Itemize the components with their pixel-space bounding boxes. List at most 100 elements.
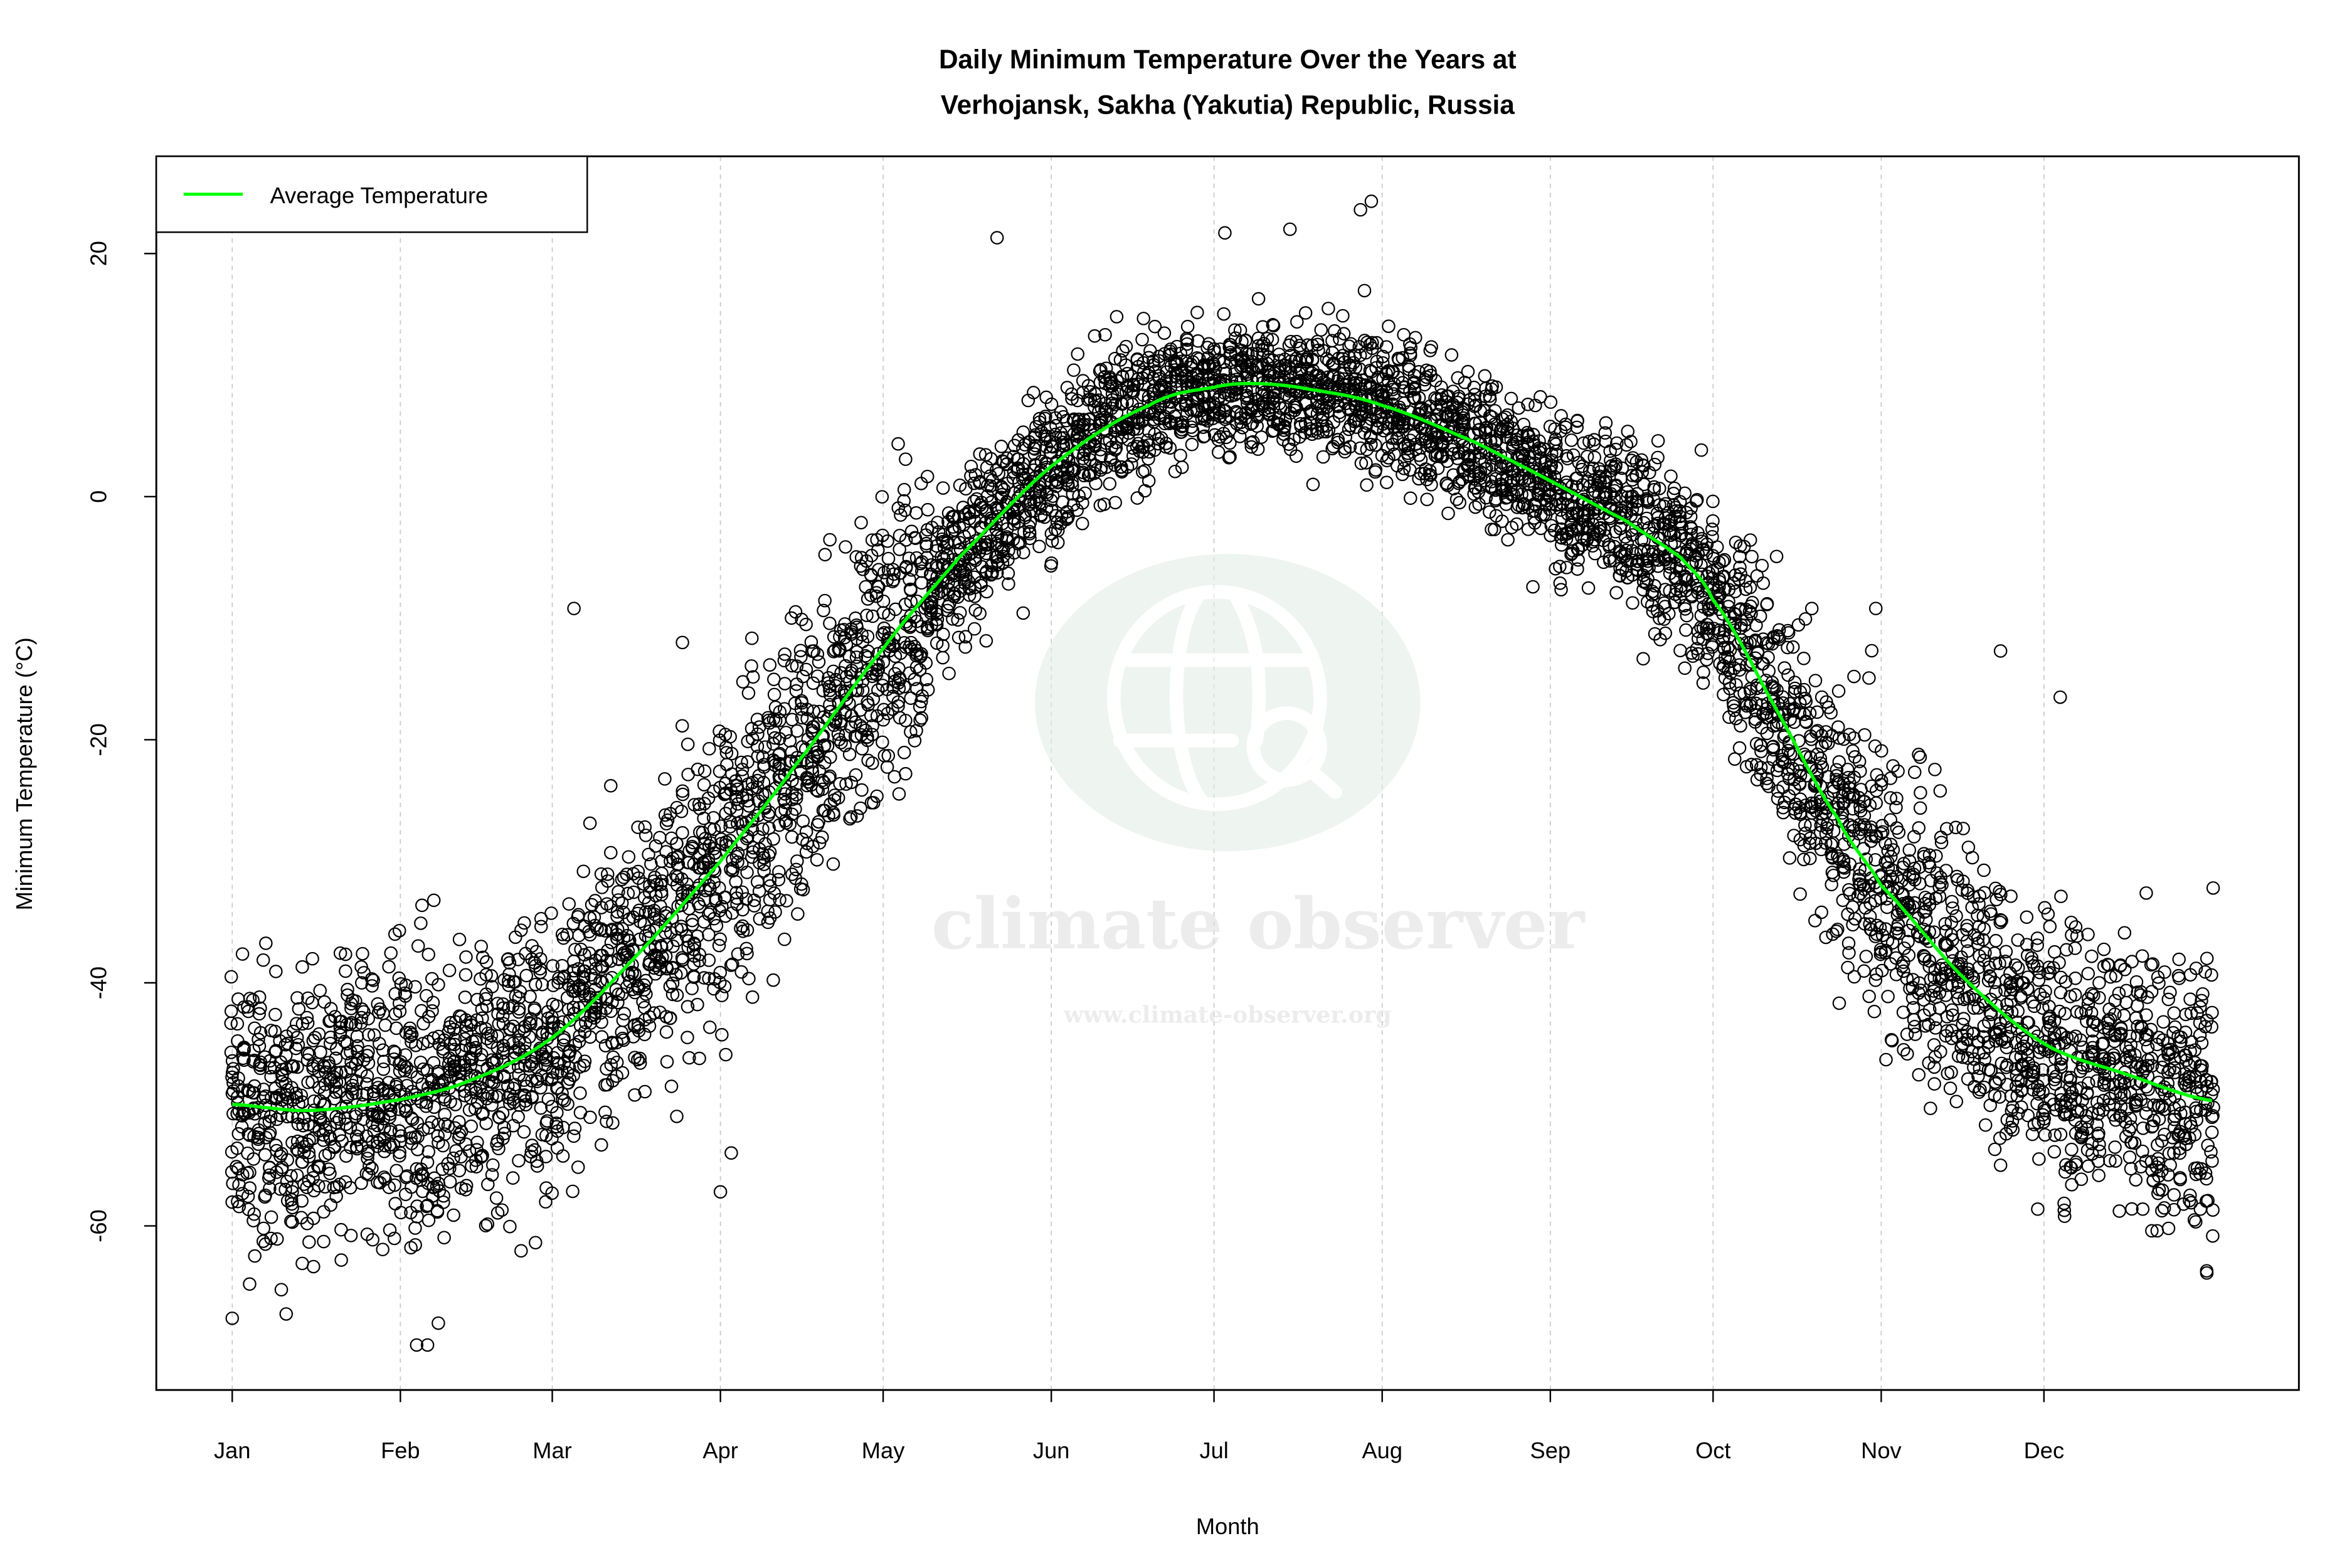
data-point (1831, 923, 1845, 936)
data-point (300, 1046, 315, 1061)
data-point (410, 1199, 424, 1213)
data-point (761, 915, 775, 930)
data-point (1061, 511, 1075, 526)
data-point (363, 1159, 376, 1173)
data-point (1234, 360, 1248, 374)
data-point (1213, 430, 1227, 444)
data-point (1625, 469, 1640, 482)
data-point (404, 1241, 418, 1254)
data-point (443, 1175, 457, 1189)
data-point (844, 810, 858, 824)
data-point (1406, 390, 1421, 405)
data-point (980, 489, 995, 503)
data-point (231, 1127, 246, 1141)
data-point (259, 1131, 273, 1145)
data-point (1277, 423, 1291, 437)
data-point (869, 586, 884, 600)
data-point (393, 1004, 407, 1019)
data-point (1636, 652, 1650, 666)
data-point (877, 702, 891, 717)
data-point (443, 1015, 458, 1030)
data-point (964, 459, 978, 474)
data-point (1591, 478, 1605, 492)
data-point (556, 1149, 570, 1163)
data-point (745, 990, 760, 1004)
data-point (479, 992, 493, 1006)
data-point (752, 884, 766, 898)
data-point (789, 862, 803, 877)
data-point (1332, 409, 1347, 423)
data-point (1485, 410, 1499, 424)
data-point (1814, 905, 1828, 919)
data-point (226, 1177, 240, 1190)
data-point (861, 629, 875, 644)
data-point (557, 1094, 571, 1108)
data-point (522, 1059, 536, 1073)
data-point (1830, 763, 1844, 777)
data-point (305, 951, 319, 966)
data-point (897, 746, 911, 760)
data-point (1281, 437, 1296, 451)
data-point (279, 1048, 293, 1062)
data-point (1662, 607, 1676, 621)
data-point (393, 1149, 406, 1163)
data-point (831, 727, 845, 741)
data-point (628, 1088, 642, 1102)
data-point (702, 741, 716, 756)
data-point (1793, 768, 1808, 783)
data-point (256, 953, 270, 967)
data-point (1499, 451, 1513, 465)
data-point (295, 1256, 309, 1271)
data-point (337, 1034, 352, 1049)
data-point (360, 1069, 374, 1083)
data-point (876, 594, 891, 608)
data-point (1645, 588, 1659, 602)
data-point (1336, 309, 1350, 323)
data-point (973, 607, 987, 620)
data-point (1424, 469, 1438, 482)
data-point (408, 1238, 422, 1252)
data-point (1571, 543, 1586, 556)
data-point (768, 731, 782, 745)
data-point (453, 1058, 467, 1073)
data-point (606, 1116, 620, 1130)
data-point (1803, 851, 1817, 866)
data-point (1696, 676, 1710, 690)
data-point (790, 659, 804, 673)
data-point (1322, 302, 1335, 315)
data-point (1061, 478, 1075, 492)
data-point (761, 849, 776, 862)
data-point (1170, 339, 1184, 354)
data-point (1094, 450, 1108, 464)
data-point (502, 956, 517, 970)
data-point (909, 506, 923, 520)
data-point (723, 729, 737, 744)
data-point (1862, 989, 1876, 1004)
data-point (1862, 671, 1876, 685)
data-point (1337, 327, 1351, 341)
data-point (670, 988, 684, 1002)
data-point (1631, 494, 1645, 508)
data-point (1369, 438, 1382, 452)
data-point (1571, 553, 1585, 567)
data-point (557, 1056, 571, 1071)
data-point (1521, 398, 1535, 411)
data-point (953, 606, 967, 620)
data-point (388, 927, 402, 941)
data-point (409, 1038, 423, 1052)
data-point (243, 1181, 257, 1195)
data-point (408, 980, 422, 994)
data-point (294, 1088, 309, 1103)
data-point (258, 1188, 272, 1202)
data-point (828, 788, 842, 802)
data-point (1824, 706, 1838, 720)
data-point (712, 975, 727, 990)
data-point (713, 965, 727, 980)
data-point (869, 589, 884, 603)
data-point (936, 638, 950, 653)
data-point (1032, 411, 1047, 426)
data-point (1016, 425, 1030, 439)
data-point (1044, 527, 1059, 541)
data-point (891, 437, 905, 451)
data-point (432, 1135, 445, 1150)
